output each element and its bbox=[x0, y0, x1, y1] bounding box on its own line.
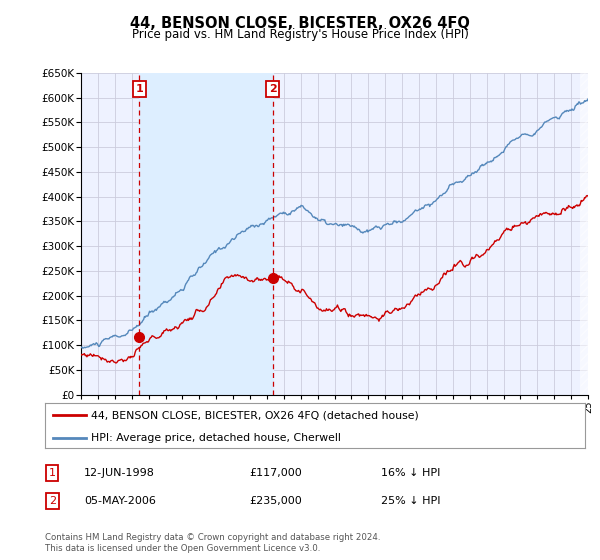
Text: 05-MAY-2006: 05-MAY-2006 bbox=[84, 496, 156, 506]
Text: 2: 2 bbox=[269, 84, 277, 94]
Text: £117,000: £117,000 bbox=[249, 468, 302, 478]
Bar bbox=[580, 73, 588, 395]
Text: 16% ↓ HPI: 16% ↓ HPI bbox=[381, 468, 440, 478]
Text: Price paid vs. HM Land Registry's House Price Index (HPI): Price paid vs. HM Land Registry's House … bbox=[131, 28, 469, 41]
Text: Contains HM Land Registry data © Crown copyright and database right 2024.
This d: Contains HM Land Registry data © Crown c… bbox=[45, 533, 380, 553]
Text: 44, BENSON CLOSE, BICESTER, OX26 4FQ (detached house): 44, BENSON CLOSE, BICESTER, OX26 4FQ (de… bbox=[91, 410, 419, 421]
Bar bbox=[139, 73, 272, 395]
Text: 44, BENSON CLOSE, BICESTER, OX26 4FQ: 44, BENSON CLOSE, BICESTER, OX26 4FQ bbox=[130, 16, 470, 31]
Text: 12-JUN-1998: 12-JUN-1998 bbox=[84, 468, 155, 478]
Text: £235,000: £235,000 bbox=[249, 496, 302, 506]
Text: 1: 1 bbox=[136, 84, 143, 94]
Text: 2: 2 bbox=[49, 496, 56, 506]
Text: 25% ↓ HPI: 25% ↓ HPI bbox=[381, 496, 440, 506]
Text: HPI: Average price, detached house, Cherwell: HPI: Average price, detached house, Cher… bbox=[91, 433, 341, 443]
Text: 1: 1 bbox=[49, 468, 56, 478]
